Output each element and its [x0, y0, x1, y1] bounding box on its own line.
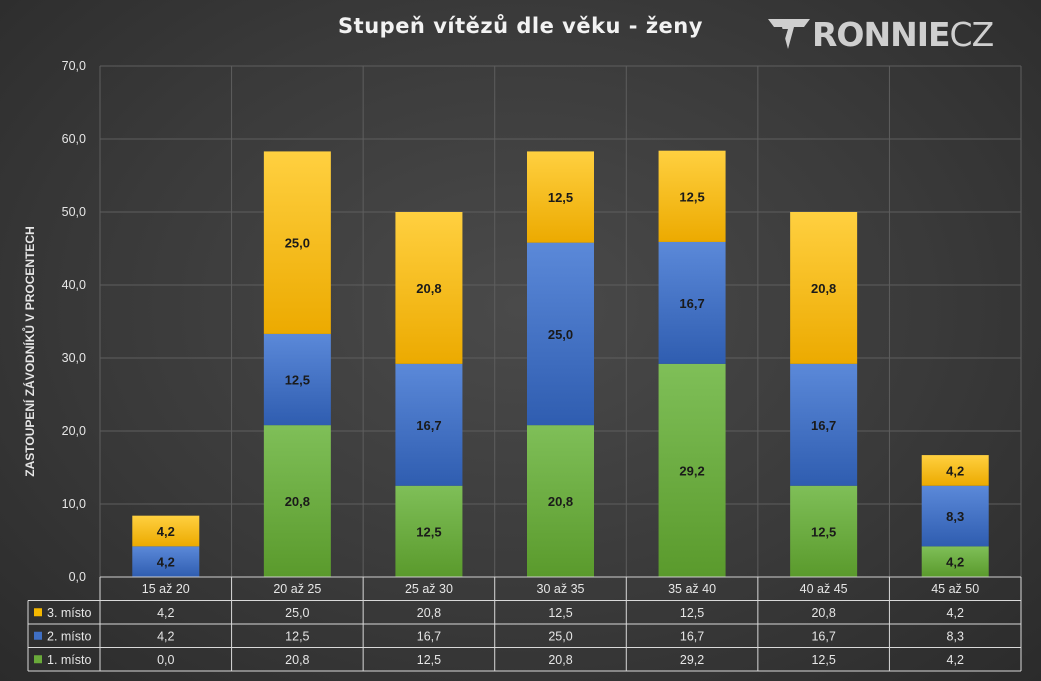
legend-swatch-1 — [34, 655, 42, 664]
y-tick-label: 50,0 — [62, 205, 86, 219]
table-cell: 12,5 — [417, 653, 441, 667]
bar-segment-2 — [263, 333, 331, 426]
bar-segment-3 — [263, 151, 331, 334]
bar-segment-2 — [790, 363, 858, 486]
x-tick-label: 35 až 40 — [668, 582, 716, 596]
logo-text-light: CZ — [949, 14, 995, 54]
y-tick-label: 60,0 — [62, 132, 86, 146]
data-label: 20,8 — [416, 281, 441, 296]
x-tick-label: 40 až 45 — [800, 582, 848, 596]
data-label: 16,7 — [811, 418, 836, 433]
logo-text: RONNIECZ — [812, 14, 995, 54]
table-cell: 4,2 — [947, 606, 964, 620]
bar-segment-3 — [658, 150, 726, 242]
y-tick-label: 0,0 — [69, 570, 86, 584]
bar-segment-1 — [658, 363, 726, 577]
table-cell: 16,7 — [680, 629, 704, 643]
bar-segment-2 — [658, 241, 726, 364]
data-label: 16,7 — [679, 296, 704, 311]
data-label: 4,2 — [157, 555, 175, 570]
table-cell: 20,8 — [548, 653, 572, 667]
x-tick-label: 25 až 30 — [405, 582, 453, 596]
table-cell: 12,5 — [548, 606, 572, 620]
data-label: 25,0 — [285, 236, 310, 251]
legend-swatch-2 — [34, 631, 42, 640]
bar-segment-3 — [790, 212, 858, 364]
y-tick-label: 10,0 — [62, 497, 86, 511]
data-label: 25,0 — [548, 327, 573, 342]
data-label: 12,5 — [811, 524, 836, 539]
table-cell: 4,2 — [157, 629, 174, 643]
table-cell: 20,8 — [811, 606, 835, 620]
legend-label: 1. místo — [47, 653, 92, 667]
bar-segment-3 — [395, 212, 463, 364]
x-tick-label: 15 až 20 — [142, 582, 190, 596]
data-label: 16,7 — [416, 418, 441, 433]
table-cell: 29,2 — [680, 653, 704, 667]
data-label: 29,2 — [679, 463, 704, 478]
y-tick-label: 70,0 — [62, 59, 86, 73]
data-label: 4,2 — [946, 463, 964, 478]
bar-segment-3 — [527, 151, 594, 243]
data-label: 20,8 — [811, 281, 836, 296]
data-label: 20,8 — [285, 494, 310, 509]
bar-segment-2 — [527, 242, 594, 426]
y-tick-label: 40,0 — [62, 278, 86, 292]
table-cell: 16,7 — [811, 629, 835, 643]
bar-segment-2 — [921, 485, 989, 547]
table-cell: 25,0 — [285, 606, 309, 620]
ronnie-logo: RONNIECZ — [766, 12, 995, 56]
table-cell: 25,0 — [548, 629, 572, 643]
x-tick-label: 30 až 35 — [537, 582, 585, 596]
data-label: 12,5 — [416, 524, 441, 539]
logo-text-bold: RONNIE — [812, 14, 951, 54]
bar-segment-1 — [790, 485, 858, 577]
data-label: 8,3 — [946, 509, 964, 524]
data-label: 12,5 — [548, 190, 573, 205]
bar-segment-1 — [921, 546, 989, 577]
x-tick-label: 45 až 50 — [931, 582, 979, 596]
table-cell: 20,8 — [417, 606, 441, 620]
bar-segment-1 — [263, 425, 331, 577]
bar-segment-1 — [527, 425, 594, 577]
table-cell: 12,5 — [680, 606, 704, 620]
data-label: 20,8 — [548, 494, 573, 509]
legend-swatch-3 — [34, 608, 42, 617]
table-cell: 12,5 — [285, 629, 309, 643]
bar-segment-3 — [132, 515, 200, 547]
legend-label: 2. místo — [47, 629, 92, 643]
bar-segment-2 — [395, 363, 463, 486]
bar-segment-1 — [395, 485, 463, 577]
bar-segment-3 — [921, 455, 989, 486]
table-cell: 12,5 — [811, 653, 835, 667]
logo-emblem-icon — [768, 19, 810, 49]
legend-label: 3. místo — [47, 606, 92, 620]
table-cell: 20,8 — [285, 653, 309, 667]
y-axis-label: ZASTOUPENÍ ZÁVODNÍKŮ V PROCENTECH — [21, 226, 37, 476]
y-tick-label: 20,0 — [62, 424, 86, 438]
data-label: 12,5 — [679, 189, 704, 204]
table-cell: 16,7 — [417, 629, 441, 643]
y-tick-label: 30,0 — [62, 351, 86, 365]
table-cell: 8,3 — [947, 629, 964, 643]
data-label: 4,2 — [157, 524, 175, 539]
chart-title: Stupeň vítězů dle věku - ženy — [338, 14, 703, 38]
x-tick-label: 20 až 25 — [273, 582, 321, 596]
table-cell: 4,2 — [947, 653, 964, 667]
table-cell: 4,2 — [157, 606, 174, 620]
data-label: 12,5 — [285, 373, 310, 388]
data-label: 4,2 — [946, 555, 964, 570]
bar-segment-2 — [132, 546, 200, 577]
table-cell: 0,0 — [157, 653, 174, 667]
